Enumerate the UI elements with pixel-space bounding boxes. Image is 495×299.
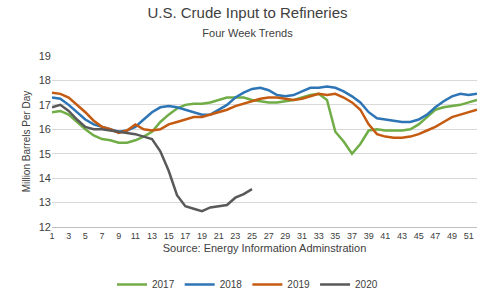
svg-text:21: 21 [214,231,224,241]
svg-text:U.S. Crude Input to Refineries: U.S. Crude Input to RefineriesFour Week … [147,4,347,40]
svg-text:39: 39 [364,231,374,241]
svg-text:25: 25 [247,231,257,241]
svg-text:1: 1 [49,231,54,241]
svg-text:16: 16 [39,123,51,135]
svg-text:43: 43 [397,231,407,241]
svg-text:45: 45 [414,231,424,241]
svg-text:2019: 2019 [287,279,310,290]
svg-text:15: 15 [39,148,51,160]
svg-text:29: 29 [280,231,290,241]
svg-text:11: 11 [131,231,140,241]
svg-text:12: 12 [39,221,51,233]
svg-text:41: 41 [380,231,390,241]
svg-text:2020: 2020 [355,279,378,290]
svg-text:14: 14 [39,172,51,184]
svg-text:Million Barrels Per Day: Million Barrels Per Day [21,91,32,193]
svg-text:9: 9 [116,231,121,241]
svg-text:17: 17 [39,99,51,111]
svg-text:2018: 2018 [220,279,243,290]
svg-text:19: 19 [39,50,51,62]
svg-text:35: 35 [330,231,340,241]
svg-text:49: 49 [447,231,457,241]
svg-text:27: 27 [264,231,274,241]
svg-text:31: 31 [297,231,307,241]
svg-text:15: 15 [164,231,174,241]
svg-text:19: 19 [197,231,207,241]
svg-text:13: 13 [147,231,157,241]
svg-text:Source: Energy Information Adm: Source: Energy Information Adminstration [163,242,367,254]
svg-text:2017: 2017 [152,279,175,290]
svg-text:37: 37 [347,231,357,241]
svg-text:18: 18 [39,74,51,86]
svg-text:17: 17 [180,231,190,241]
svg-text:33: 33 [314,231,324,241]
svg-text:51: 51 [464,231,474,241]
svg-text:7: 7 [99,231,104,241]
svg-text:3: 3 [66,231,71,241]
svg-text:13: 13 [39,196,51,208]
svg-text:47: 47 [430,231,440,241]
svg-text:23: 23 [230,231,240,241]
svg-text:5: 5 [83,231,88,241]
